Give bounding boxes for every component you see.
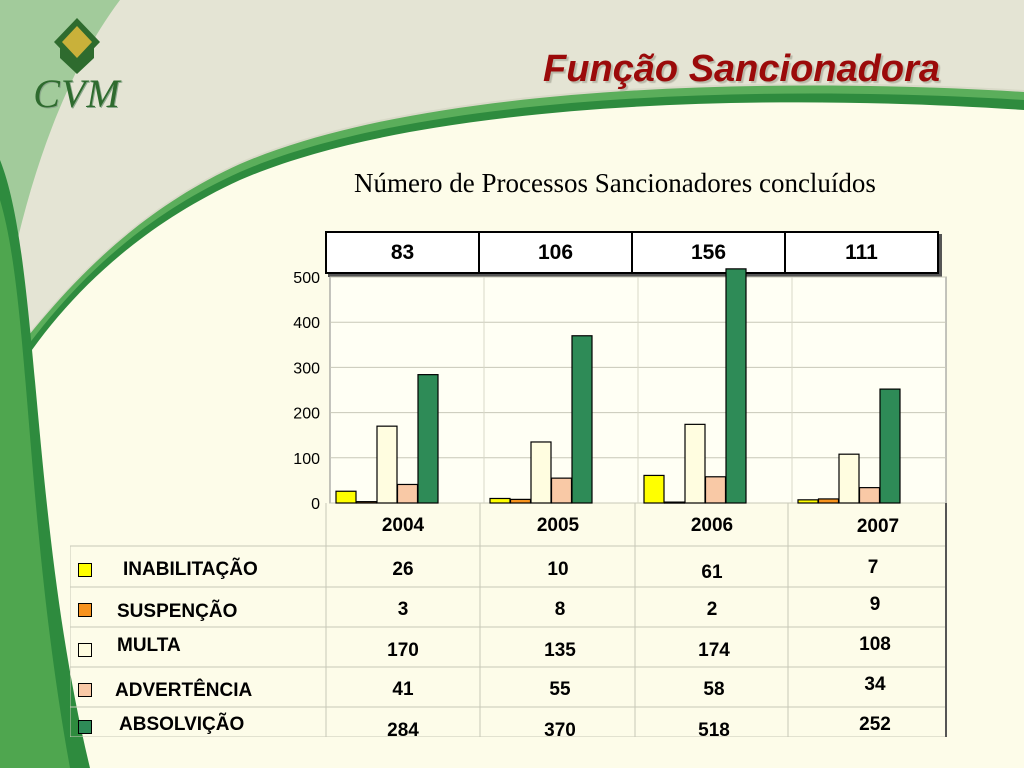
legend-key-advertencia	[78, 683, 92, 697]
slide-title: Função Sancionadora	[543, 48, 940, 90]
bar	[396, 483, 419, 504]
cell-absolvicao-2004: 284	[387, 720, 419, 741]
cell-absolvicao-2007: 252	[859, 714, 891, 735]
cell-suspencao-2005: 8	[554, 599, 566, 620]
table-row-absolvicao: ABSOLVIÇÃO 284 370 518 252	[70, 706, 947, 746]
logo-text: CVM	[33, 71, 121, 116]
bar	[530, 441, 552, 504]
cell-multa-2006: 174	[698, 640, 730, 661]
bar	[376, 425, 398, 504]
total-2006: 156	[633, 233, 786, 272]
bar	[838, 453, 860, 504]
cell-multa-2004: 170	[387, 640, 419, 661]
cell-suspencao-2004: 3	[397, 599, 409, 620]
year-label-2004: 2004	[381, 515, 425, 536]
totals-row: 83 106 156 111	[325, 231, 939, 274]
cell-advertencia-2004: 41	[392, 679, 414, 700]
bar	[879, 388, 901, 504]
cell-inabilitacao-2007: 7	[867, 557, 879, 578]
row-label-inabilitacao: INABILITAÇÃO	[123, 559, 258, 580]
row-label-multa: MULTA	[117, 635, 181, 656]
cell-absolvicao-2005: 370	[544, 720, 576, 741]
y-tick-label: 300	[293, 360, 320, 377]
bar	[417, 374, 439, 504]
cell-multa-2005: 135	[544, 640, 576, 661]
cell-inabilitacao-2006: 61	[701, 562, 723, 583]
table-row-advertencia: ADVERTÊNCIA 41 55 58 34	[70, 669, 947, 709]
legend-key-multa	[78, 643, 92, 657]
table-row-multa: MULTA 170 135 174 108	[70, 629, 947, 669]
bar	[550, 477, 573, 504]
y-tick-label: 200	[293, 406, 320, 423]
cell-advertencia-2005: 55	[549, 679, 571, 700]
total-2005: 106	[480, 233, 633, 272]
cell-inabilitacao-2004: 26	[392, 559, 414, 580]
total-2004: 83	[327, 233, 480, 272]
bar	[858, 487, 881, 504]
table-row-inabilitacao: INABILITAÇÃO 26 10 61 7	[70, 549, 947, 589]
cell-inabilitacao-2005: 10	[547, 559, 569, 580]
y-tick-label: 100	[293, 451, 320, 468]
bar	[335, 490, 357, 504]
table-grid	[70, 503, 947, 737]
y-tick-label: 0	[311, 496, 320, 513]
total-2007: 111	[845, 241, 878, 264]
year-label-2007: 2007	[856, 516, 900, 537]
legend-key-inabilitacao	[78, 563, 92, 577]
data-table: 2004 2005 2006 2007 INABILITAÇÃO 26 10 6…	[70, 503, 947, 741]
row-label-suspencao: SUSPENÇÃO	[117, 601, 238, 622]
table-row-suspencao: SUSPENÇÃO 3 8 2 9	[70, 589, 947, 629]
y-tick-label: 500	[293, 270, 320, 287]
cell-advertencia-2006: 58	[703, 679, 725, 700]
year-label-2005: 2005	[536, 515, 580, 536]
cell-advertencia-2007: 34	[864, 674, 886, 695]
cell-suspencao-2007: 9	[869, 594, 881, 615]
cell-suspencao-2006: 2	[706, 599, 718, 620]
cell-multa-2007: 108	[859, 634, 891, 655]
legend-key-suspencao	[78, 603, 92, 617]
y-tick-label: 400	[293, 315, 320, 332]
bar	[704, 476, 727, 504]
bar	[684, 423, 706, 504]
row-label-absolvicao: ABSOLVIÇÃO	[119, 714, 245, 735]
bar	[643, 474, 665, 504]
year-label-2006: 2006	[690, 515, 734, 536]
cell-absolvicao-2006: 518	[698, 720, 730, 741]
bar	[571, 335, 593, 504]
legend-key-absolvicao	[78, 720, 92, 734]
cvm-logo	[54, 18, 100, 74]
row-label-advertencia: ADVERTÊNCIA	[115, 680, 253, 701]
chart-title: Número de Processos Sancionadores conclu…	[354, 168, 876, 198]
bar	[725, 268, 747, 504]
